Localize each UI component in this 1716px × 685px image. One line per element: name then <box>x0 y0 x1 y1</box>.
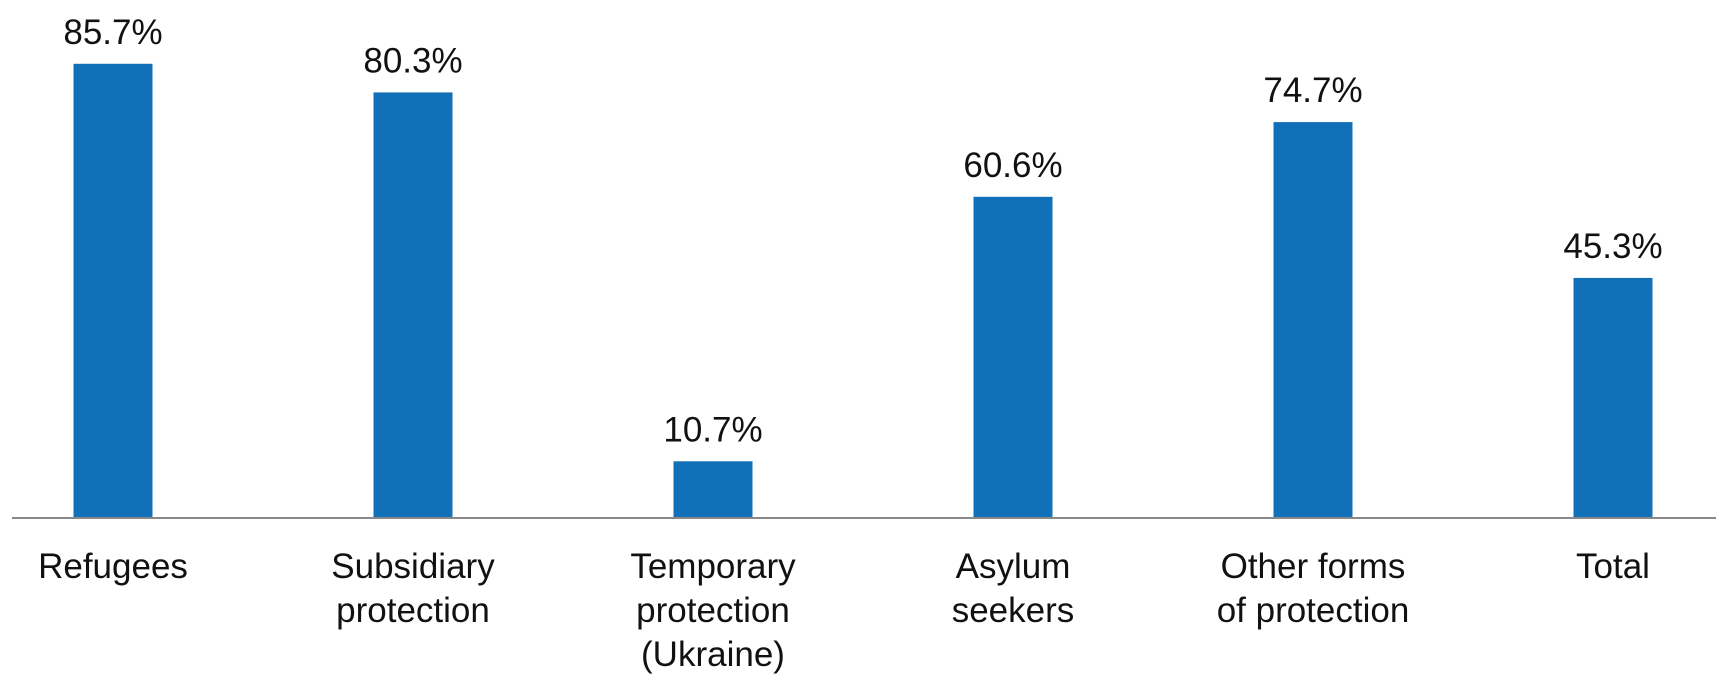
bar-3 <box>973 196 1053 518</box>
bar-2 <box>673 461 753 518</box>
category-label-line: protection <box>336 591 490 630</box>
value-label-0: 85.7% <box>63 13 162 52</box>
category-label-line: Asylum <box>956 547 1071 586</box>
category-label-line: protection <box>636 591 790 630</box>
bar-5 <box>1573 277 1653 518</box>
bar-1 <box>373 92 453 518</box>
category-label-line: Total <box>1576 547 1650 586</box>
category-label-line: of protection <box>1217 591 1410 630</box>
category-label-line: (Ukraine) <box>641 635 785 674</box>
value-label-5: 45.3% <box>1563 227 1662 266</box>
category-label-3: Asylum seekers <box>952 547 1075 630</box>
value-label-1: 80.3% <box>363 41 462 80</box>
bar-0 <box>73 63 153 518</box>
category-label-line: Subsidiary <box>331 547 495 586</box>
bars-group <box>73 63 1653 518</box>
value-label-4: 74.7% <box>1263 71 1362 110</box>
value-labels-group: 85.7% 80.3% 10.7% 60.6% 74.7% 45.3% <box>63 13 1662 450</box>
category-label-line: seekers <box>952 591 1075 630</box>
category-label-line: Other forms <box>1221 547 1406 586</box>
category-label-5: Total <box>1576 547 1650 586</box>
value-label-2: 10.7% <box>663 410 762 449</box>
category-labels-group: Refugees Subsidiary protection Temporary pro… <box>38 547 1650 674</box>
value-label-3: 60.6% <box>963 146 1062 185</box>
category-label-4: Other forms of protection <box>1217 547 1410 630</box>
category-label-0: Refugees <box>38 547 188 586</box>
category-label-line: Refugees <box>38 547 188 586</box>
category-label-2: Temporary protection (Ukraine) <box>630 547 796 674</box>
bar-4 <box>1273 122 1353 518</box>
category-label-1: Subsidiary protection <box>331 547 495 630</box>
category-label-line: Temporary <box>630 547 796 586</box>
